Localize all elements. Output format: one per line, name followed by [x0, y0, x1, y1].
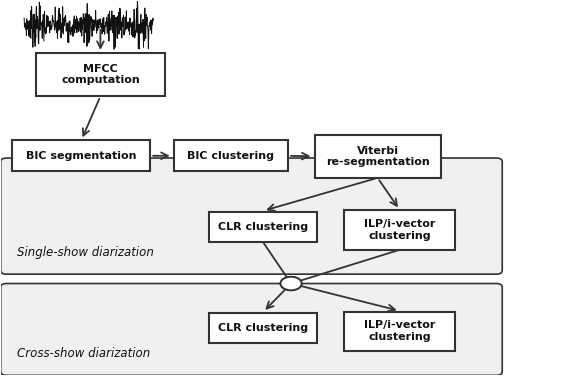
- Text: BIC clustering: BIC clustering: [188, 151, 275, 161]
- Text: CLR clustering: CLR clustering: [218, 323, 308, 333]
- Text: ILP/i-vector
clustering: ILP/i-vector clustering: [364, 320, 435, 342]
- Circle shape: [280, 277, 302, 290]
- FancyBboxPatch shape: [1, 284, 502, 375]
- FancyBboxPatch shape: [12, 140, 151, 171]
- FancyBboxPatch shape: [315, 135, 440, 178]
- Text: Cross-show diarization: Cross-show diarization: [17, 347, 151, 360]
- FancyBboxPatch shape: [173, 140, 288, 171]
- Text: BIC segmentation: BIC segmentation: [26, 151, 136, 161]
- Text: MFCC
computation: MFCC computation: [61, 64, 140, 85]
- FancyBboxPatch shape: [1, 158, 502, 274]
- Circle shape: [280, 277, 302, 290]
- FancyBboxPatch shape: [209, 212, 318, 242]
- Text: Single-show diarization: Single-show diarization: [17, 246, 154, 259]
- FancyBboxPatch shape: [344, 312, 455, 351]
- Text: Viterbi
re-segmentation: Viterbi re-segmentation: [326, 146, 429, 167]
- FancyBboxPatch shape: [209, 313, 318, 343]
- FancyBboxPatch shape: [36, 53, 165, 96]
- Text: ILP/i-vector
clustering: ILP/i-vector clustering: [364, 219, 435, 241]
- Text: CLR clustering: CLR clustering: [218, 222, 308, 232]
- FancyBboxPatch shape: [344, 211, 455, 250]
